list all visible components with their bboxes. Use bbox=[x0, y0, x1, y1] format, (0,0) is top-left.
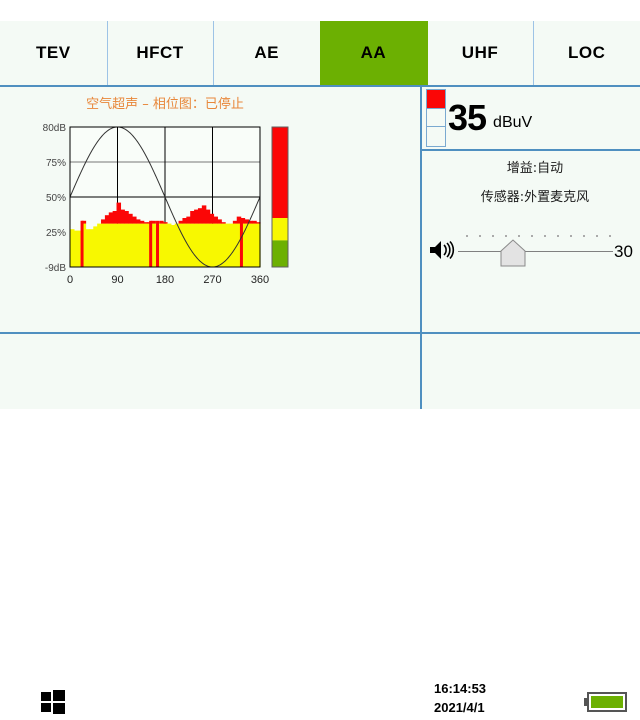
sensor-setting: 传感器:外置麦克风 bbox=[480, 190, 590, 205]
bottombar-divider bbox=[0, 332, 640, 334]
svg-text:270: 270 bbox=[203, 274, 221, 286]
svg-text:180: 180 bbox=[156, 274, 174, 286]
windows-logo-icon[interactable] bbox=[40, 689, 66, 715]
tabbar-divider bbox=[0, 85, 640, 87]
phase-chart-panel: 空气超声 – 相位图：已停止 -9dB 25% 50% 75% 80dB 0 90 180 2… bbox=[0, 87, 420, 332]
svg-text:75%: 75% bbox=[46, 158, 66, 169]
slider-tick-dots bbox=[466, 235, 611, 241]
tab-aa-label: AA bbox=[360, 43, 387, 62]
clock: 16:14:53 2021/4/1 bbox=[434, 680, 486, 718]
tab-aa[interactable]: AA bbox=[320, 21, 427, 85]
clock-date: 2021/4/1 bbox=[434, 699, 485, 715]
top-margin bbox=[0, 0, 640, 21]
level-cell-mid bbox=[427, 109, 445, 128]
chart-y-axis-labels: -9dB 25% 50% 75% 80dB bbox=[43, 123, 67, 274]
volume-control[interactable]: 30 bbox=[422, 227, 640, 277]
svg-text:80dB: 80dB bbox=[43, 123, 67, 134]
clock-time: 16:14:53 bbox=[434, 681, 487, 696]
plot-frame bbox=[69, 126, 261, 268]
tab-loc[interactable]: LOC bbox=[533, 21, 640, 85]
reading-value-box: 35 dBuV bbox=[448, 89, 638, 147]
speaker-icon bbox=[427, 237, 455, 263]
level-cell-low bbox=[427, 127, 445, 146]
volume-slider-track[interactable] bbox=[458, 251, 613, 252]
gain-setting: 增益:自动 bbox=[506, 161, 564, 176]
tab-tev[interactable]: TEV bbox=[0, 21, 107, 85]
tab-ae[interactable]: AE bbox=[213, 21, 321, 85]
level-cell-high bbox=[427, 90, 445, 109]
settings-info: 增益:自动 传感器:外置麦克风 bbox=[422, 157, 640, 215]
level-indicator-lamp bbox=[426, 89, 446, 147]
tab-hfct-label: HFCT bbox=[136, 43, 184, 62]
main-vertical-divider bbox=[420, 87, 422, 332]
svg-text:360: 360 bbox=[251, 274, 269, 286]
level-color-bar bbox=[271, 126, 289, 268]
tab-uhf[interactable]: UHF bbox=[426, 21, 534, 85]
bottombar-vertical-divider bbox=[420, 334, 422, 409]
tab-tev-label: TEV bbox=[36, 43, 71, 62]
status-bar: 16:14:53 2021/4/1 bbox=[0, 334, 640, 715]
volume-value: 30 bbox=[614, 242, 633, 261]
svg-text:0: 0 bbox=[67, 274, 73, 286]
reading-value: 35 bbox=[448, 97, 487, 138]
svg-text:90: 90 bbox=[111, 274, 123, 286]
reading-divider bbox=[422, 149, 640, 151]
svg-text:25%: 25% bbox=[46, 228, 66, 239]
reading-row: 35 dBuV bbox=[422, 87, 640, 149]
measurement-panel: 35 dBuV 增益:自动 传感器:外置麦克风 bbox=[422, 87, 640, 332]
phase-chart-svg: -9dB 25% 50% 75% 80dB 0 90 180 270 360 bbox=[43, 123, 289, 286]
tab-loc-label: LOC bbox=[568, 43, 606, 62]
phase-reference-curve bbox=[69, 126, 261, 268]
volume-slider-thumb[interactable] bbox=[500, 239, 526, 267]
svg-text:-9dB: -9dB bbox=[45, 263, 66, 274]
main-content: 空气超声 – 相位图：已停止 -9dB 25% 50% 75% 80dB 0 90 180 2… bbox=[0, 87, 640, 332]
reading-unit: dBuV bbox=[493, 113, 533, 131]
chart-title: 空气超声 – 相位图：已停止 bbox=[86, 97, 244, 112]
tab-ae-label: AE bbox=[254, 43, 279, 62]
mode-tab-bar: TEV HFCT AE AA UHF LOC bbox=[0, 21, 640, 85]
battery-full-icon bbox=[584, 692, 628, 712]
phase-chart[interactable]: -9dB 25% 50% 75% 80dB 0 90 180 270 360 bbox=[30, 123, 305, 303]
chart-x-axis-labels: 0 90 180 270 360 bbox=[67, 274, 269, 286]
tab-uhf-label: UHF bbox=[461, 43, 499, 62]
tab-hfct[interactable]: HFCT bbox=[106, 21, 214, 85]
bottom-margin bbox=[0, 409, 640, 432]
svg-text:50%: 50% bbox=[46, 193, 66, 204]
